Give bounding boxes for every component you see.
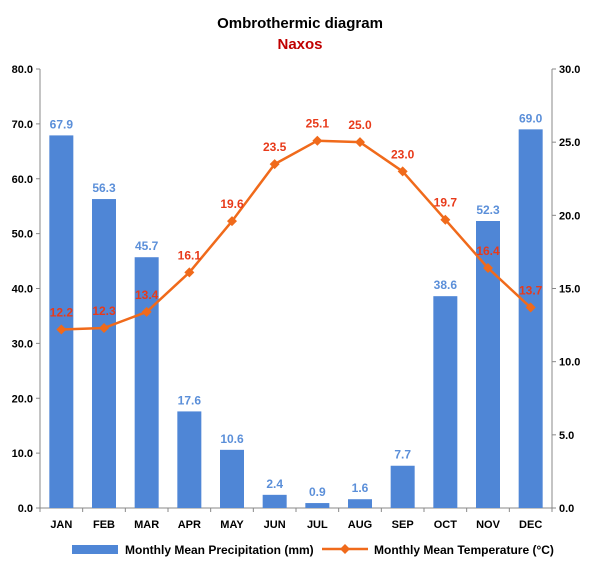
axes: 0.0 10.0 20.0 30.0 40.0 50.0 60.0 70.0 80.0 0.0 5.… bbox=[12, 64, 581, 531]
temperature-point bbox=[141, 306, 152, 317]
precipitation-bar bbox=[305, 503, 330, 508]
precipitation-data-label: 52.3 bbox=[476, 203, 500, 217]
x-tick-label: MAY bbox=[220, 519, 244, 531]
x-tick-label: MAR bbox=[134, 519, 159, 531]
precipitation-data-label: 56.3 bbox=[92, 181, 116, 195]
y-left-tick-label: 40.0 bbox=[12, 284, 33, 296]
temperature-data-label: 19.6 bbox=[220, 197, 244, 211]
y-right-tick-label: 5.0 bbox=[559, 430, 574, 442]
temperature-data-label: 13.4 bbox=[135, 288, 159, 302]
precipitation-data-label: 69.0 bbox=[519, 111, 543, 125]
y-left-tick-label: 70.0 bbox=[12, 119, 33, 131]
precipitation-bar bbox=[134, 257, 159, 508]
x-tick-label: DEC bbox=[519, 519, 542, 531]
x-tick-label: JAN bbox=[50, 519, 72, 531]
legend: Monthly Mean Precipitation (mm) Monthly … bbox=[72, 543, 554, 557]
temperature-data-label: 19.7 bbox=[434, 196, 458, 210]
temperature-data-label: 16.1 bbox=[178, 248, 202, 262]
temperature-line-series bbox=[56, 135, 536, 335]
temperature-point bbox=[440, 214, 451, 225]
precipitation-bar bbox=[49, 135, 74, 508]
y-right-tick-label: 25.0 bbox=[559, 137, 580, 149]
chart-title: Ombrothermic diagram bbox=[217, 15, 383, 32]
x-tick-label: JUN bbox=[264, 519, 286, 531]
temperature-line bbox=[61, 139, 532, 331]
precipitation-bar bbox=[348, 499, 372, 508]
temperature-point bbox=[99, 323, 109, 334]
precipitation-bars bbox=[49, 129, 543, 509]
temperature-point bbox=[269, 159, 280, 170]
precipitation-data-label: 2.4 bbox=[266, 477, 283, 491]
legend-swatch-precipitation bbox=[72, 545, 118, 554]
precipitation-data-label: 10.6 bbox=[220, 432, 244, 446]
temperature-labels: 12.2 12.3 13.4 16.1 19.6 23.5 25.1 25.0 23.0 19.7… bbox=[50, 117, 543, 320]
temperature-point bbox=[312, 135, 323, 146]
precipitation-data-label: 17.6 bbox=[178, 393, 202, 407]
temperature-data-label: 23.0 bbox=[391, 147, 415, 161]
temperature-data-label: 25.0 bbox=[348, 118, 372, 132]
temperature-point bbox=[227, 216, 237, 227]
y-left-tick-label: 60.0 bbox=[12, 174, 33, 186]
x-tick-label: NOV bbox=[476, 519, 501, 531]
legend-label-precipitation: Monthly Mean Precipitation (mm) bbox=[125, 543, 314, 557]
legend-label-temperature: Monthly Mean Temperature (°C) bbox=[374, 543, 554, 557]
precipitation-labels: 67.9 56.3 45.7 17.6 10.6 2.4 0.9 1.6 7.7 38.6 52.3… bbox=[50, 111, 543, 499]
x-tick-label: APR bbox=[178, 519, 201, 531]
x-tick-label: OCT bbox=[434, 519, 458, 531]
x-tick-label: FEB bbox=[93, 519, 115, 531]
legend-marker-temperature bbox=[340, 544, 350, 554]
temperature-point bbox=[56, 324, 67, 335]
precipitation-bar bbox=[518, 129, 543, 509]
temperature-data-label: 23.5 bbox=[263, 140, 287, 154]
precipitation-data-label: 67.9 bbox=[50, 117, 74, 131]
y-left-tick-label: 30.0 bbox=[12, 338, 33, 350]
temperature-data-label: 16.4 bbox=[476, 244, 500, 258]
temperature-data-label: 13.7 bbox=[519, 284, 543, 298]
precipitation-data-label: 0.9 bbox=[309, 485, 326, 499]
y-left-tick-label: 10.0 bbox=[12, 448, 33, 460]
precipitation-data-label: 7.7 bbox=[394, 448, 411, 462]
y-right-tick-label: 10.0 bbox=[559, 357, 580, 369]
temperature-point bbox=[525, 302, 536, 313]
precipitation-bar bbox=[177, 411, 202, 508]
precipitation-bar bbox=[262, 494, 287, 508]
y-right-tick-label: 0.0 bbox=[559, 503, 574, 515]
y-left-tick-label: 20.0 bbox=[12, 393, 33, 405]
temperature-point bbox=[483, 263, 493, 274]
x-tick-label: SEP bbox=[392, 519, 414, 531]
temperature-point bbox=[355, 137, 365, 148]
temperature-data-label: 12.3 bbox=[92, 304, 116, 318]
x-tick-label: AUG bbox=[348, 519, 372, 531]
y-left-tick-label: 0.0 bbox=[18, 503, 33, 515]
precipitation-bar bbox=[433, 296, 458, 508]
precipitation-bar bbox=[390, 465, 415, 508]
y-left-tick-label: 50.0 bbox=[12, 229, 33, 241]
x-tick-label: JUL bbox=[307, 519, 328, 531]
precipitation-bar bbox=[92, 199, 116, 508]
temperature-data-label: 25.1 bbox=[306, 117, 330, 131]
y-right-tick-label: 30.0 bbox=[559, 64, 580, 76]
temperature-point bbox=[184, 267, 195, 278]
precipitation-data-label: 45.7 bbox=[135, 239, 159, 253]
temperature-data-label: 12.2 bbox=[50, 305, 74, 319]
precipitation-data-label: 38.6 bbox=[434, 278, 458, 292]
y-right-tick-label: 20.0 bbox=[559, 210, 580, 222]
y-left-tick-label: 80.0 bbox=[12, 64, 33, 76]
precipitation-data-label: 1.6 bbox=[352, 481, 369, 495]
chart-subtitle: Naxos bbox=[277, 36, 322, 53]
y-right-tick-label: 15.0 bbox=[559, 284, 580, 296]
precipitation-bar bbox=[220, 449, 244, 508]
temperature-point bbox=[397, 166, 408, 177]
